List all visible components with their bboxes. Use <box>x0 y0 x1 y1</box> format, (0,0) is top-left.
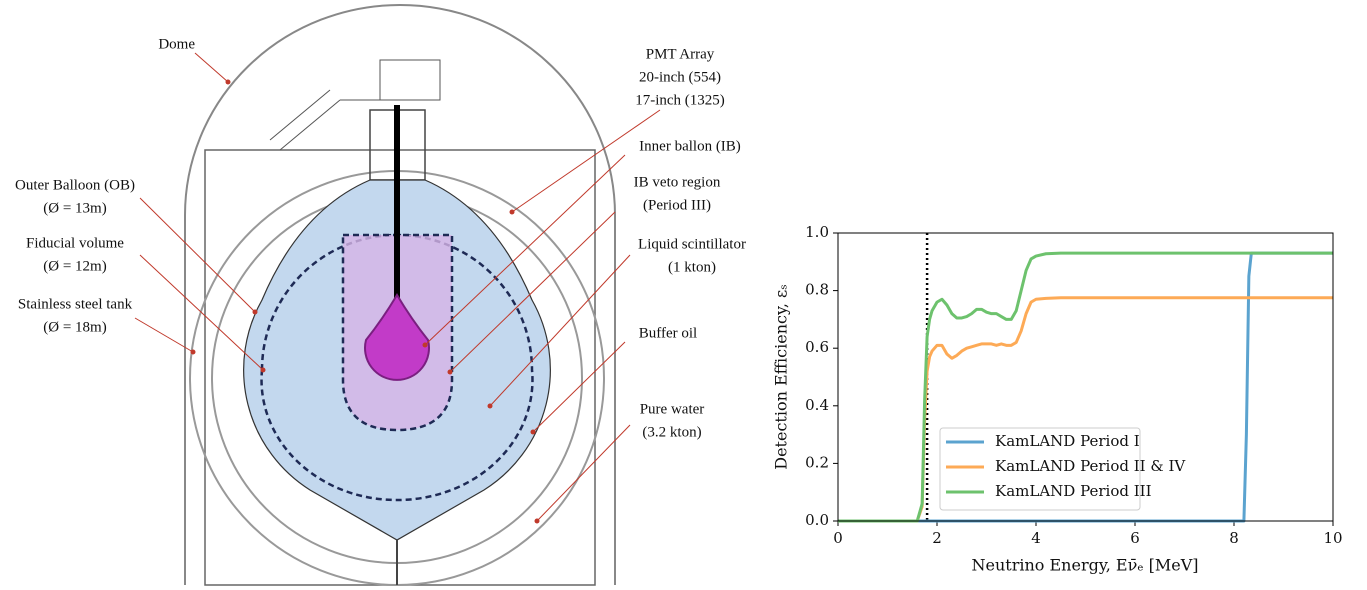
leader-line <box>536 424 631 522</box>
legend-label: KamLAND Period III <box>995 482 1152 500</box>
series-line <box>838 251 1333 523</box>
inner-balloon <box>364 293 430 381</box>
diagram-label: (Ø = 13m) <box>43 200 106 216</box>
x-tick-label: 0 <box>833 529 843 547</box>
series-line <box>838 296 1333 523</box>
diagram-label: (1 kton) <box>668 259 716 275</box>
diagram-label: (Period III) <box>643 197 711 213</box>
dome-outline <box>184 4 616 585</box>
leader-line <box>134 317 194 353</box>
y-tick-label: 1.0 <box>805 223 829 241</box>
y-tick-label: 0.2 <box>805 453 829 471</box>
diagram-label: 20-inch (554) <box>639 69 721 85</box>
leader-line <box>139 254 264 371</box>
leader-dot <box>190 349 196 355</box>
y-tick-label: 0.8 <box>805 281 829 299</box>
diagram-label: Dome <box>158 36 195 52</box>
diagram-label: (Ø = 12m) <box>43 258 106 274</box>
leader-line <box>489 254 631 407</box>
diagram-label: Liquid scintillator <box>638 236 746 252</box>
diagram-labels: Dome PMT Array 20-inch (554) 17-inch (1325)… <box>15 36 746 524</box>
leader-dot <box>530 429 536 435</box>
diagram-label: (3.2 kton) <box>642 424 701 440</box>
leader-dot <box>260 367 266 373</box>
leader-dot <box>252 309 258 315</box>
leader-line <box>449 211 616 373</box>
leader-dot <box>509 209 515 215</box>
leader-line <box>532 341 626 433</box>
legend-label: KamLAND Period I <box>995 432 1140 450</box>
x-tick-label: 10 <box>1323 529 1342 547</box>
x-tick-label: 8 <box>1229 529 1239 547</box>
leader-dot <box>225 79 231 85</box>
y-tick-label: 0.4 <box>805 396 829 414</box>
x-tick-label: 4 <box>1031 529 1041 547</box>
y-axis-label: Detection Efficiency, εₛ <box>772 284 791 469</box>
leader-dot <box>534 518 540 524</box>
y-tick-label: 0.6 <box>805 338 829 356</box>
leader-dot <box>447 369 453 375</box>
leader-line <box>139 197 256 313</box>
diagram-label: (Ø = 18m) <box>43 319 106 335</box>
leader-dot <box>422 342 428 348</box>
diagram-label: Pure water <box>640 401 705 417</box>
leader-line <box>424 154 626 346</box>
leader-line <box>194 52 229 83</box>
diagram-label: Inner ballon (IB) <box>639 138 741 154</box>
leader-dot <box>487 403 493 409</box>
diagram-label: Stainless steel tank <box>18 296 133 312</box>
detector-drawing <box>184 4 616 586</box>
diagram-label: IB veto region <box>634 174 721 190</box>
diagram-label: 17-inch (1325) <box>635 92 725 108</box>
x-tick-label: 6 <box>1130 529 1140 547</box>
x-tick-label: 2 <box>932 529 942 547</box>
diagram-label: Buffer oil <box>639 325 697 341</box>
leader-line <box>511 109 661 213</box>
diagram-label: PMT Array <box>646 46 715 62</box>
x-axis-label: Neutrino Energy, Eν̄ₑ [MeV] <box>972 556 1199 575</box>
diagram-label: Outer Balloon (OB) <box>15 177 135 193</box>
legend-box <box>939 427 1141 511</box>
legend-label: KamLAND Period II & IV <box>995 457 1186 475</box>
gantry <box>269 59 441 151</box>
diagram-label: Fiducial volume <box>26 235 124 251</box>
plot-frame <box>837 232 1334 522</box>
y-tick-label: 0.0 <box>805 511 829 529</box>
tank-outline <box>204 149 596 586</box>
fiducial-volume <box>260 233 534 502</box>
